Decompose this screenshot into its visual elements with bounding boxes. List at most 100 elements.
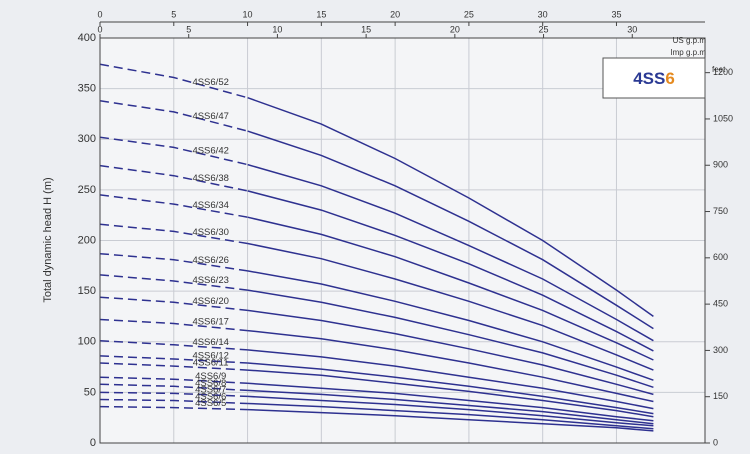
series-label: 4SS6/6 [195, 392, 226, 403]
x2-tick-label: 30 [627, 24, 637, 34]
x-tick-label: 30 [538, 9, 548, 19]
pump-curve-dashed [99, 405, 248, 411]
x-tick-label: 25 [464, 9, 474, 19]
series-label: 4SS6/38 [192, 173, 228, 184]
y-axis-label: Total dynamic head H (m) [42, 177, 54, 302]
pump-curve-dashed [99, 391, 248, 398]
series-label: 4SS6/26 [192, 255, 228, 266]
y2-tick-label: 1200 [713, 67, 733, 77]
y-tick-label: 50 [84, 386, 96, 398]
y2-tick-label: 1050 [713, 113, 733, 123]
x2-tick-label: 15 [361, 24, 371, 34]
pump-curve [247, 130, 654, 330]
y-tick-label: 200 [78, 234, 96, 246]
y2-tick-label: 150 [713, 391, 728, 401]
y2-tick-label: 450 [713, 298, 728, 308]
pump-curve [247, 242, 654, 371]
y2-tick-label: 900 [713, 160, 728, 170]
curves [99, 63, 654, 432]
y-tick-label: 400 [78, 32, 96, 44]
series-label: 4SS6/30 [192, 227, 228, 238]
x-axis-label: US g.p.m [673, 36, 707, 45]
pump-curve [247, 402, 654, 430]
series-label: 4SS6/8 [195, 378, 226, 389]
y-tick-label: 0 [90, 437, 96, 449]
x-tick-label: 20 [390, 9, 400, 19]
pump-curve-dashed [99, 318, 248, 332]
plot-frame [99, 37, 706, 444]
y-tick-label: 100 [78, 336, 96, 348]
y2-axis-label: feet [712, 65, 726, 74]
badge-box [602, 57, 706, 99]
series-label: 4SS6/42 [192, 145, 228, 156]
pump-curve [247, 382, 654, 422]
pump-curve-dashed [99, 339, 248, 351]
pump-curve-dashed [99, 63, 248, 99]
x-tick-label: 0 [97, 9, 102, 19]
pump-curve-dashed [99, 274, 248, 291]
badge-prefix: 4SS [633, 69, 665, 88]
y-tick-label: 300 [78, 133, 96, 145]
series-label: 4SS6/23 [192, 275, 228, 286]
x2-tick-label: 25 [539, 24, 549, 34]
pump-curve-dashed [99, 223, 248, 245]
series-label: 4SS6/5 [195, 398, 226, 409]
pump-curve-dashed [99, 136, 248, 166]
series-label: 4SS6/34 [192, 200, 228, 211]
x-tick-label: 15 [316, 9, 326, 19]
pump-curve-dashed [99, 362, 248, 371]
y-tick-label: 250 [78, 184, 96, 196]
pump-curve [247, 369, 654, 418]
series-label: 4SS6/52 [192, 77, 228, 88]
x2-tick-label: 0 [97, 24, 102, 34]
curve-labels: 4SS6/52 4SS6/47 4SS6/42 4SS6/38 4SS6/34 4SS6/… [192, 77, 228, 409]
pump-curve [247, 389, 654, 425]
series-label: 4SS6/47 [192, 111, 228, 122]
series-label: 4SS6/14 [192, 337, 228, 348]
pump-curve-dashed [99, 164, 248, 192]
pump-curve [247, 190, 654, 352]
badge: 4SS6 [633, 69, 675, 88]
pump-curve-dashed [99, 100, 248, 132]
x-tick-label: 35 [611, 9, 621, 19]
pump-curve [247, 270, 654, 381]
pump-curve [247, 395, 654, 427]
series-label: 4SS6/7 [195, 384, 226, 395]
pump-curve [247, 216, 654, 361]
pump-curve [247, 163, 654, 342]
pump-curve [247, 96, 654, 318]
series-label: 4SS6/9 [195, 371, 226, 382]
badge-suffix: 6 [665, 69, 674, 88]
series-label: 4SS6/11 [193, 358, 229, 369]
y2-tick-label: 0 [713, 437, 718, 447]
x2-tick-label: 20 [450, 24, 460, 34]
pump-curve [247, 309, 654, 396]
pump-curve [247, 329, 654, 403]
y-tick-label: 350 [78, 83, 96, 95]
pump-curve-dashed [99, 376, 248, 385]
y2-tick-label: 750 [713, 206, 728, 216]
series-label: 4SS6/12 [192, 351, 228, 362]
x-tick-label: 5 [171, 9, 176, 19]
x2-axis-label: Imp g.p.m [670, 48, 706, 57]
x2-tick-label: 5 [186, 24, 191, 34]
series-label: 4SS6/20 [192, 296, 228, 307]
pump-curve [247, 408, 654, 432]
pump-curve-dashed [99, 252, 248, 272]
x-tick-label: 10 [243, 9, 253, 19]
x2-tick-label: 10 [272, 24, 282, 34]
y2-tick-label: 300 [713, 345, 728, 355]
pump-curve [247, 349, 654, 410]
pump-curve [247, 289, 654, 389]
series-label: 4SS6/17 [192, 317, 228, 328]
y2-tick-label: 600 [713, 252, 728, 262]
pump-curve-dashed [99, 383, 248, 392]
pump-curve-dashed [99, 194, 248, 218]
pump-curve-dashed [99, 398, 248, 405]
axes: 0501001502002503003504000150300450600750… [78, 9, 733, 449]
pump-curve-dashed [99, 355, 248, 364]
pump-curve [247, 362, 654, 415]
y-tick-label: 150 [78, 285, 96, 297]
